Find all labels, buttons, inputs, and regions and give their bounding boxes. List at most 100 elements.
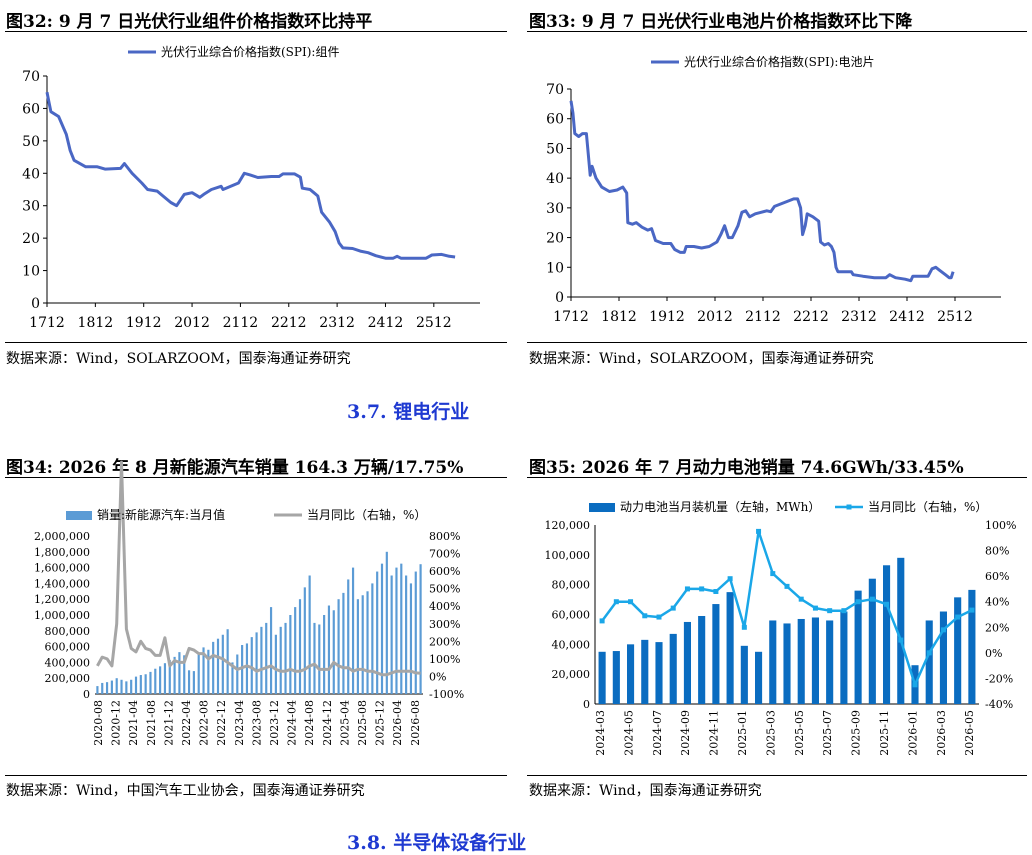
x-tick-label: 2412 — [889, 309, 925, 325]
title-rule — [527, 477, 1027, 478]
chart-title-fig33: 图33: 9 月 7 日光伏行业电池片价格指数环比下降 — [529, 12, 913, 32]
x-tick-label: 2026-01 — [906, 710, 919, 756]
y-tick-label: 0 — [31, 296, 40, 312]
bar — [149, 671, 152, 694]
x-tick-label: 2412 — [368, 315, 404, 331]
bar — [245, 643, 249, 694]
bar — [120, 679, 123, 694]
x-tick-label: 2025-09 — [850, 710, 863, 756]
bar — [669, 633, 677, 704]
x-tick-label: 2024-12 — [321, 700, 334, 746]
left-tick-label: 60,000 — [552, 609, 591, 622]
line-marker — [912, 682, 918, 688]
bar — [125, 681, 128, 694]
section-heading: 3.7. 锂电行业 — [347, 401, 470, 423]
bar — [250, 637, 253, 694]
x-tick-label: 2020-08 — [92, 700, 105, 746]
left-tick-label: 2,000,000 — [34, 530, 90, 543]
bar — [868, 578, 876, 704]
legend-label: 当月同比（右轴，%） — [868, 499, 987, 514]
bar — [755, 651, 763, 704]
x-tick-label: 2021-04 — [127, 700, 140, 746]
bar — [342, 592, 345, 694]
bar — [173, 656, 176, 694]
x-tick-label: 2312 — [319, 315, 355, 331]
right-tick-label: 400% — [429, 600, 460, 613]
line-marker — [841, 608, 847, 614]
y-tick-label: 50 — [546, 141, 564, 157]
bar — [298, 599, 302, 694]
legend-swatch — [66, 511, 92, 520]
series-line — [569, 100, 955, 283]
x-tick-label: 2024-09 — [679, 710, 692, 756]
bar — [269, 607, 273, 694]
left-tick-label: 1,800,000 — [34, 546, 90, 559]
source-fig32: 数据来源：Wind，SOLARZOOM，国泰海通证券研究 — [6, 351, 351, 367]
x-tick-label: 1812 — [601, 309, 637, 325]
y-tick-label: 40 — [546, 171, 564, 187]
x-tick-label: 2026-08 — [409, 700, 422, 746]
title-rule — [5, 477, 507, 478]
bar — [318, 624, 321, 694]
bar — [221, 634, 224, 694]
y-tick-label: 10 — [22, 264, 40, 280]
bar — [698, 615, 706, 704]
x-tick-label: 2024-11 — [708, 710, 721, 756]
title-rule — [5, 31, 507, 32]
spi-cell-chart: 0 10 20 30 40 50 60 70 1712 1812 1912 2012 2112 2212 2… — [546, 54, 1001, 325]
bar — [371, 583, 374, 694]
bar — [202, 647, 205, 694]
line-marker — [969, 607, 975, 613]
line-marker — [628, 599, 634, 605]
x-tick-label: 2212 — [793, 309, 829, 325]
bar — [337, 599, 340, 694]
line-marker — [884, 601, 890, 607]
bar — [356, 599, 359, 694]
x-tick-label: 2025-07 — [821, 710, 834, 756]
bar — [854, 590, 862, 704]
next-section-heading: 3.8. 半导体设备行业 — [347, 832, 527, 854]
x-tick-label: 2112 — [223, 315, 259, 331]
bar — [294, 607, 297, 694]
chart-title-fig34: 图34: 2026 年 8 月新能源汽车销量 164.3 万辆/17.75% — [6, 458, 464, 478]
line-marker — [699, 586, 705, 592]
x-tick-label: 2025-08 — [356, 700, 369, 746]
nev-sales-chart: 2,000,000 1,800,000 1,600,000 1,400,000 1,20… — [34, 460, 464, 746]
bar — [163, 663, 167, 694]
battery-install-chart: 120,000 100,000 80,000 60,000 40,000 20,000 0 1… — [545, 499, 1017, 756]
line-marker — [741, 624, 747, 630]
line-marker — [670, 605, 676, 611]
legend-swatch — [589, 503, 615, 512]
bar — [216, 638, 220, 694]
bar — [939, 611, 947, 704]
bar — [101, 682, 104, 694]
x-tick-label: 2025-04 — [338, 700, 351, 746]
right-tick-label: 100% — [985, 519, 1016, 532]
bar — [303, 587, 306, 694]
series-line — [45, 91, 456, 260]
line-marker — [756, 528, 762, 534]
x-tick-label: 2020-12 — [110, 700, 123, 746]
bar — [712, 604, 720, 704]
bar — [144, 674, 147, 694]
bar — [110, 680, 113, 694]
line-marker — [855, 599, 861, 605]
bar — [130, 679, 133, 694]
y-tick-label: 30 — [22, 199, 40, 215]
x-tick-label: 2212 — [271, 315, 307, 331]
spi-module-chart: 0 10 20 30 40 50 60 70 1712 1812 1912 2012 2112 2212 2… — [22, 44, 480, 331]
y-tick-label: 20 — [546, 231, 564, 247]
bar — [968, 589, 976, 704]
y-tick-label: 70 — [546, 82, 564, 98]
x-tick-label: 2026-03 — [935, 710, 948, 756]
left-tick-label: 1,400,000 — [34, 577, 90, 590]
line-marker — [684, 586, 690, 592]
y-tick-label: 40 — [22, 166, 40, 182]
bar — [96, 686, 99, 694]
bar — [154, 668, 157, 694]
bar — [308, 575, 311, 694]
right-tick-label: 700% — [429, 548, 460, 561]
y-tick-label: 50 — [22, 134, 40, 150]
bar — [313, 622, 316, 694]
x-tick-label: 1712 — [553, 309, 589, 325]
